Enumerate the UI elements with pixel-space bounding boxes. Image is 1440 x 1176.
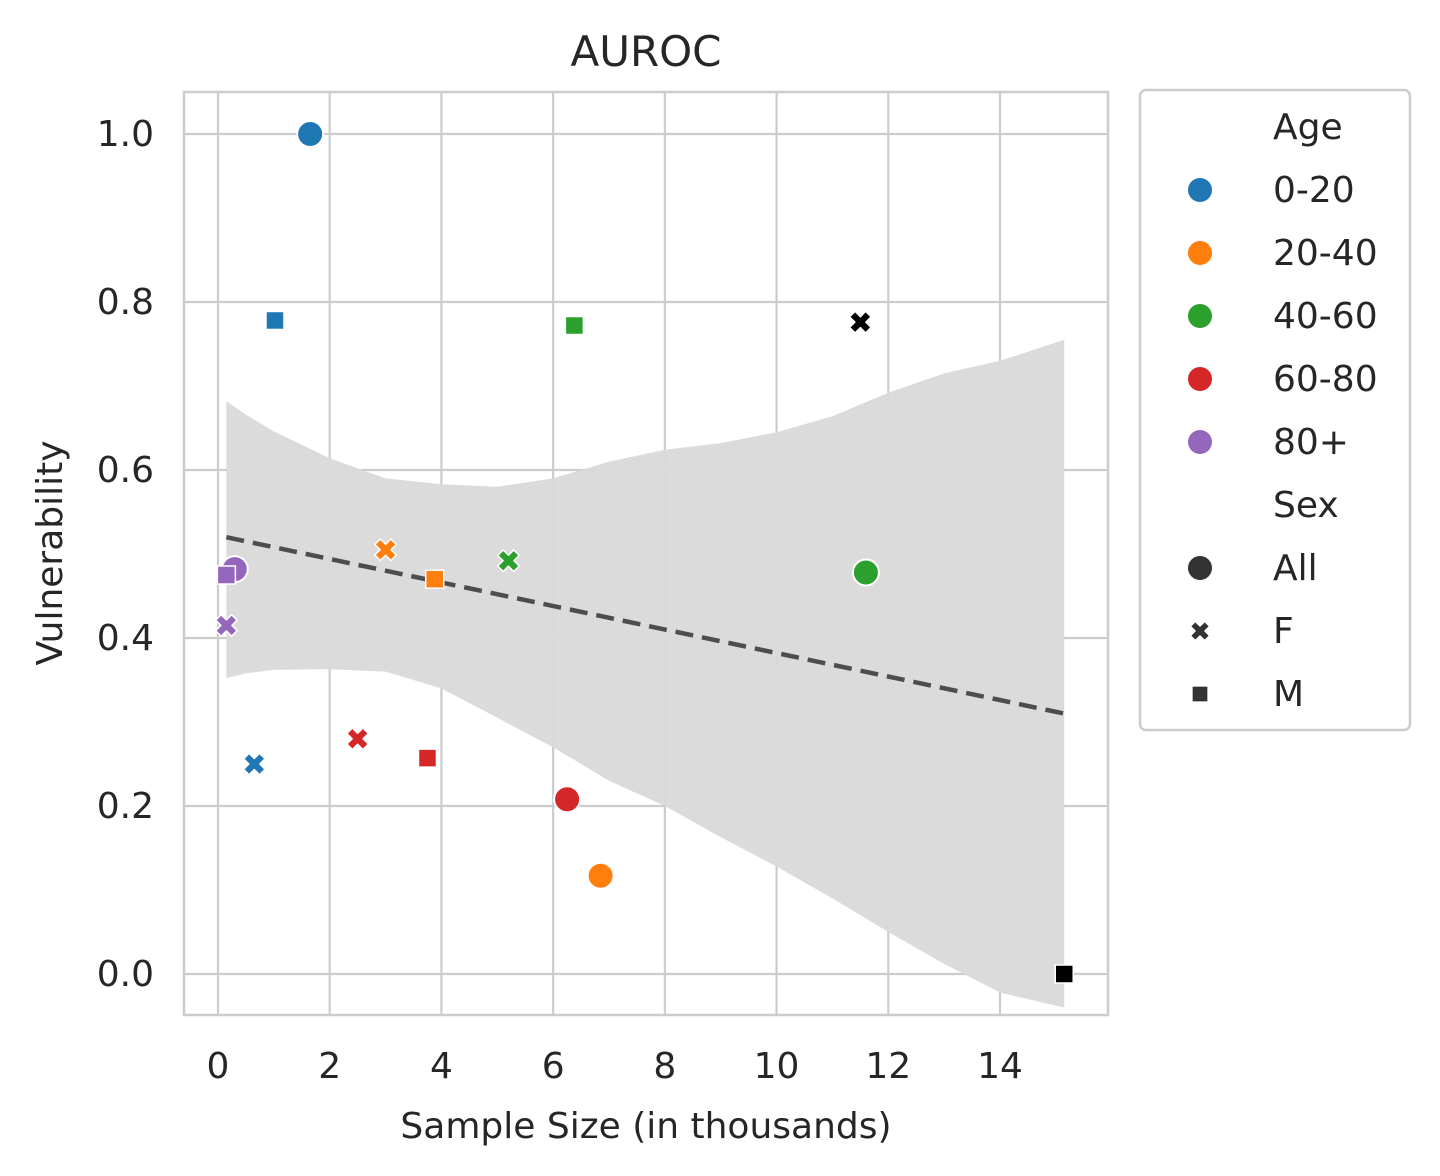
legend-label: M bbox=[1273, 674, 1304, 715]
y-tick-label: 0.4 bbox=[97, 618, 154, 659]
tick-labels: 0 2 4 6 8 10 12 14 0.0 0.2 0.4 0.6 0.8 1.0 bbox=[97, 114, 1023, 1087]
x-axis-label: Sample Size (in thousands) bbox=[400, 1106, 891, 1147]
legend-label: 40-60 bbox=[1273, 296, 1378, 337]
data-point bbox=[848, 310, 872, 334]
legend-marker bbox=[1189, 620, 1211, 642]
data-point bbox=[242, 752, 266, 776]
legend-marker bbox=[1186, 428, 1214, 456]
data-point bbox=[1054, 964, 1074, 984]
data-point bbox=[564, 315, 585, 336]
chart-title: AUROC bbox=[570, 27, 721, 76]
x-tick-label: 10 bbox=[754, 1046, 800, 1087]
legend-title-sex: Sex bbox=[1273, 485, 1339, 526]
data-point bbox=[553, 785, 582, 814]
x-tick-label: 6 bbox=[542, 1046, 565, 1087]
confidence-band-area bbox=[226, 339, 1065, 1008]
data-point bbox=[417, 748, 438, 768]
data-point bbox=[496, 549, 520, 573]
legend-label: 60-80 bbox=[1273, 359, 1378, 400]
y-tick-label: 0.6 bbox=[97, 450, 154, 491]
legend-label: F bbox=[1273, 611, 1294, 652]
y-axis-label: Vulnerability bbox=[30, 440, 71, 665]
legend-title-age: Age bbox=[1273, 107, 1343, 148]
x-tick-label: 12 bbox=[865, 1046, 911, 1087]
data-points bbox=[214, 120, 1074, 984]
regression-trend-line bbox=[225, 534, 1065, 716]
x-tick-label: 0 bbox=[207, 1046, 230, 1087]
x-tick-label: 14 bbox=[977, 1046, 1023, 1087]
x-tick-label: 4 bbox=[430, 1046, 453, 1087]
data-point bbox=[265, 310, 285, 331]
y-tick-label: 0.8 bbox=[97, 282, 154, 323]
data-point bbox=[374, 538, 398, 562]
legend-marker bbox=[1186, 365, 1214, 393]
legend: Age 0-20 20-40 40-60 60-80 80+ Sex All FM bbox=[1138, 88, 1412, 732]
regression-line bbox=[225, 534, 1065, 716]
legend-marker bbox=[1191, 685, 1209, 703]
data-point bbox=[424, 569, 445, 589]
legend-marker bbox=[1186, 554, 1214, 582]
y-tick-label: 1.0 bbox=[97, 114, 154, 155]
x-tick-label: 2 bbox=[318, 1046, 341, 1087]
data-point bbox=[296, 120, 325, 148]
data-point bbox=[214, 613, 238, 637]
data-point bbox=[586, 861, 615, 890]
data-point bbox=[851, 558, 880, 587]
legend-marker bbox=[1186, 176, 1214, 204]
data-point bbox=[346, 727, 370, 751]
legend-label: 20-40 bbox=[1273, 233, 1378, 274]
legend-marker bbox=[1186, 302, 1214, 330]
data-point bbox=[216, 565, 237, 585]
legend-marker bbox=[1186, 239, 1214, 267]
x-tick-label: 8 bbox=[653, 1046, 676, 1087]
y-tick-label: 0.2 bbox=[97, 786, 154, 827]
legend-label: 80+ bbox=[1273, 422, 1349, 463]
confidence-band bbox=[226, 339, 1065, 1008]
y-tick-label: 0.0 bbox=[97, 954, 154, 995]
legend-label: 0-20 bbox=[1273, 170, 1355, 211]
legend-label: All bbox=[1273, 548, 1318, 589]
